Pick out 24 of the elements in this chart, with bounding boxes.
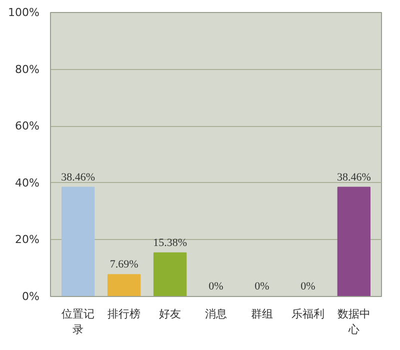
- y-tick-label: 40%: [15, 176, 40, 190]
- y-tick-label: 20%: [15, 233, 40, 246]
- bar: [337, 186, 371, 296]
- x-tick-label: 数据中心: [337, 308, 370, 336]
- y-tick-label: 100%: [8, 6, 40, 19]
- x-tick-label: 排行榜: [108, 308, 141, 320]
- y-tick-label: 0%: [22, 290, 40, 303]
- x-tick-label: 位置记录: [62, 308, 95, 336]
- y-tick-label: 60%: [15, 120, 40, 133]
- bar: [153, 252, 187, 296]
- data-label: 0%: [208, 280, 224, 292]
- bar: [107, 274, 141, 296]
- y-tick-label: 80%: [15, 62, 40, 76]
- data-label: 0%: [300, 280, 316, 292]
- data-label: 0%: [254, 280, 270, 292]
- x-tick-label: 群组: [250, 308, 273, 320]
- data-label: 7.69%: [110, 258, 138, 271]
- data-label: 38.46%: [336, 171, 371, 184]
- data-label: 38.46%: [61, 171, 96, 184]
- data-label: 15.38%: [153, 236, 187, 249]
- x-tick-label: 乐福利: [291, 308, 324, 320]
- x-tick-label: 消息: [205, 308, 227, 320]
- x-tick-label: 好友: [159, 308, 182, 320]
- bar: [61, 186, 95, 296]
